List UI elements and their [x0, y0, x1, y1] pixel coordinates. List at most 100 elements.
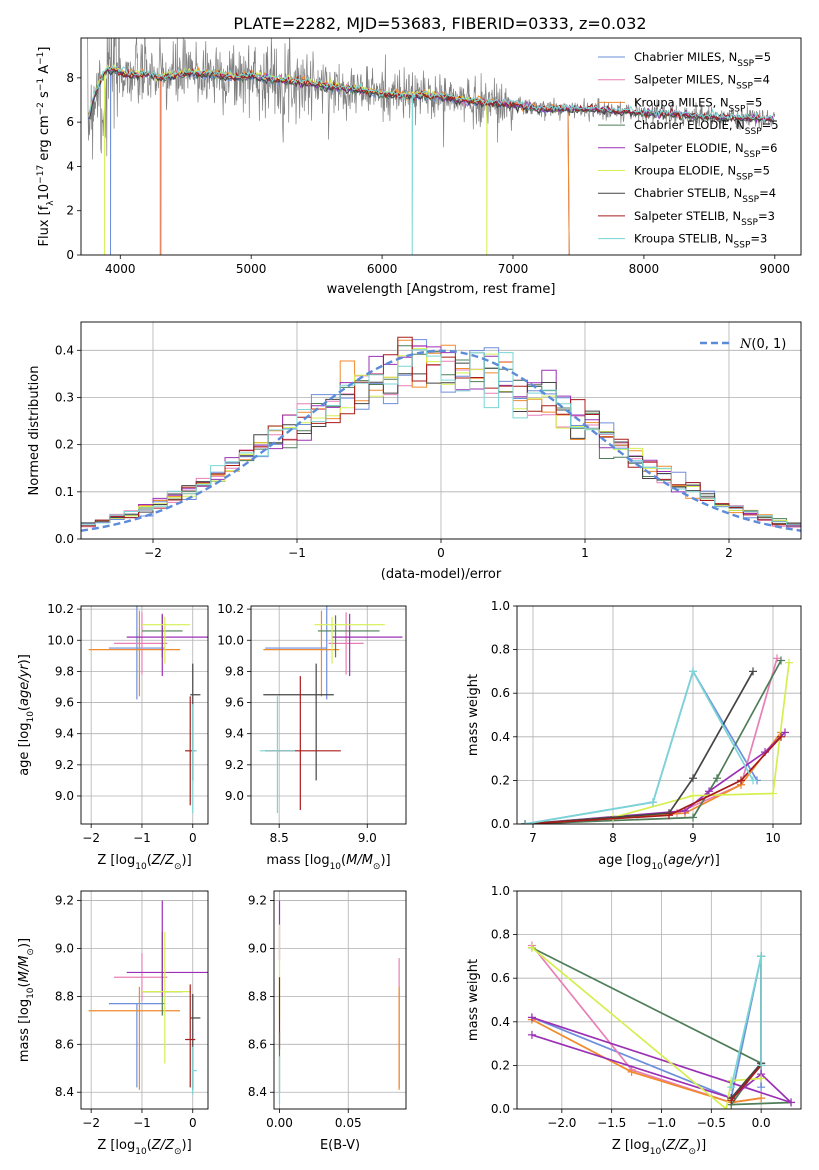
plus-marker — [781, 728, 789, 737]
x-tick-label: 9000 — [760, 262, 791, 276]
errorbar-point — [328, 612, 364, 675]
errorbar-point — [265, 676, 341, 810]
label-part: M/M — [346, 853, 373, 868]
axis-ticks: −2.0 −1.5 −1.0 −0.5 0.0 0.0 0.2 0.4 0.6 0.8 1.0 — [491, 884, 771, 1130]
legend-label: N(0, 1) — [739, 337, 786, 352]
label-part: 10 — [37, 184, 52, 201]
label-part: 10 — [330, 862, 342, 872]
label-part: −1 — [36, 52, 46, 65]
mass-vs-metallicity-panel: −2 −1 08.48.68.89.09.2Z [log10(Z/Z⊙)]mass … — [17, 890, 209, 1157]
axis-ticks: −2 −1 0 1 2 0.0 0.1 0.2 0.3 0.4 — [55, 343, 733, 560]
label-part: Normed distribution — [27, 366, 42, 496]
label-part: ( — [341, 853, 346, 868]
plus-marker — [713, 774, 721, 783]
label-part: −17 — [36, 165, 46, 184]
legend-label-sub: SSP — [745, 127, 762, 137]
normal-distribution-curve — [81, 349, 801, 532]
label-part: Z/Z — [665, 1138, 689, 1153]
axes-frame — [250, 605, 407, 825]
plus-marker — [737, 776, 745, 785]
plot-area — [87, 38, 776, 255]
legend-label-name: Salpeter STELIB, N — [634, 209, 741, 223]
label-part: mass weight — [466, 959, 481, 1041]
mass-vs-extinction-panel: 0.00 0.05 8.4 8.6 8.8 9.0 9.2 E(B-V) — [248, 890, 407, 1153]
errorbar-point — [191, 1046, 197, 1095]
label-part: ( — [147, 1138, 152, 1153]
y-tick-label: 10.0 — [47, 633, 74, 647]
legend-label-count: =3 — [758, 209, 775, 223]
label-part: age [log — [17, 723, 32, 776]
label-part: ⊙ — [174, 1147, 182, 1157]
label-part: ⊙ — [688, 1147, 696, 1157]
axes-frame — [273, 890, 407, 1110]
y-tick-label: 0.1 — [55, 485, 74, 499]
y-tick-label: 9.2 — [55, 894, 74, 908]
model-spectrum-line — [88, 65, 775, 255]
plus-marker — [649, 798, 657, 807]
y-axis-label: mass [log10(M/M⊙)] — [17, 938, 36, 1062]
legend-label-sub: SSP — [736, 173, 753, 183]
plot-area — [88, 606, 208, 814]
errorbar-point — [190, 994, 201, 1090]
x-tick-label: −1 — [133, 831, 151, 845]
label-part: E(B-V) — [320, 1138, 360, 1153]
x-tick-label: 0 — [437, 546, 445, 560]
errorbar-point — [263, 610, 340, 697]
label-part: Flux [f — [37, 205, 52, 246]
label-part: )] — [182, 1138, 192, 1153]
legend-label-name: Kroupa MILES, N — [634, 95, 729, 109]
x-tick-label: 8000 — [629, 262, 660, 276]
label-part: )] — [710, 853, 720, 868]
x-tick-label: −1 — [133, 1116, 151, 1130]
legend-label-count: =5 — [754, 50, 771, 64]
label-part: ⊙ — [174, 862, 182, 872]
legend-label-count: =4 — [759, 186, 776, 200]
x-tick-label: −0.5 — [697, 1116, 726, 1130]
plus-marker — [757, 1083, 766, 1092]
axes-frame — [80, 605, 209, 825]
figure-title: PLATE=2282, MJD=53683, FIBERID=0333, z=0… — [233, 14, 646, 33]
x-tick-label: 1 — [581, 546, 589, 560]
errorbar-point — [263, 663, 334, 781]
x-axis-label: (data-model)/error — [381, 567, 502, 582]
x-tick-label: −2 — [82, 831, 100, 845]
plus-marker — [705, 787, 713, 796]
legend-label-count: =5 — [745, 95, 762, 109]
label-part: 10 — [650, 1147, 662, 1157]
label-part: age/yr — [668, 853, 711, 868]
legend-label: Salpeter MILES, NSSP=4 — [634, 73, 770, 92]
legend-label-name: Chabrier STELIB, N — [634, 186, 742, 200]
y-tick-label: 10.2 — [47, 602, 74, 616]
label-part: )] — [17, 654, 32, 664]
y-tick-label: 8.8 — [248, 989, 267, 1003]
label-part: Z [log — [612, 1138, 650, 1153]
mass-weight-line — [524, 662, 790, 824]
legend-label-sub: SSP — [737, 59, 754, 69]
plot-area — [88, 900, 208, 1095]
y-tick-label: 9.6 — [55, 696, 74, 710]
y-tick-label: 10.2 — [217, 602, 244, 616]
axis-ticks: 8.5 9.0 9.0 9.2 9.4 9.6 9.8 10.0 10.2 — [217, 602, 377, 845]
legend-label: Salpeter STELIB, NSSP=3 — [634, 209, 775, 228]
y-tick-label: 9.2 — [55, 758, 74, 772]
axes-frame — [80, 37, 802, 256]
axis-ticks: 7 8 9 10 0.0 0.2 0.4 0.6 0.8 1.0 — [491, 599, 781, 845]
legend-label-sub: SSP — [736, 82, 753, 92]
plot-area — [527, 941, 796, 1109]
y-tick-label: 0.6 — [491, 686, 510, 700]
label-part: 10 — [135, 862, 147, 872]
y-tick-label: 0.4 — [491, 1015, 510, 1029]
y-tick-label: 0.4 — [491, 730, 510, 744]
legend-label-name: Salpeter ELODIE, N — [634, 141, 744, 155]
x-axis-label: mass [log10(M/M⊙)] — [266, 853, 390, 872]
y-tick-label: 0.8 — [491, 928, 510, 942]
label-part: age [log — [598, 853, 651, 868]
plus-marker — [527, 1030, 536, 1039]
legend-label-count: =5 — [753, 164, 770, 178]
plus-marker — [689, 667, 697, 676]
axes-frame — [80, 890, 209, 1110]
label-part: ( — [147, 853, 152, 868]
x-tick-label: −2 — [82, 1116, 100, 1130]
x-tick-label: 7 — [529, 831, 537, 845]
